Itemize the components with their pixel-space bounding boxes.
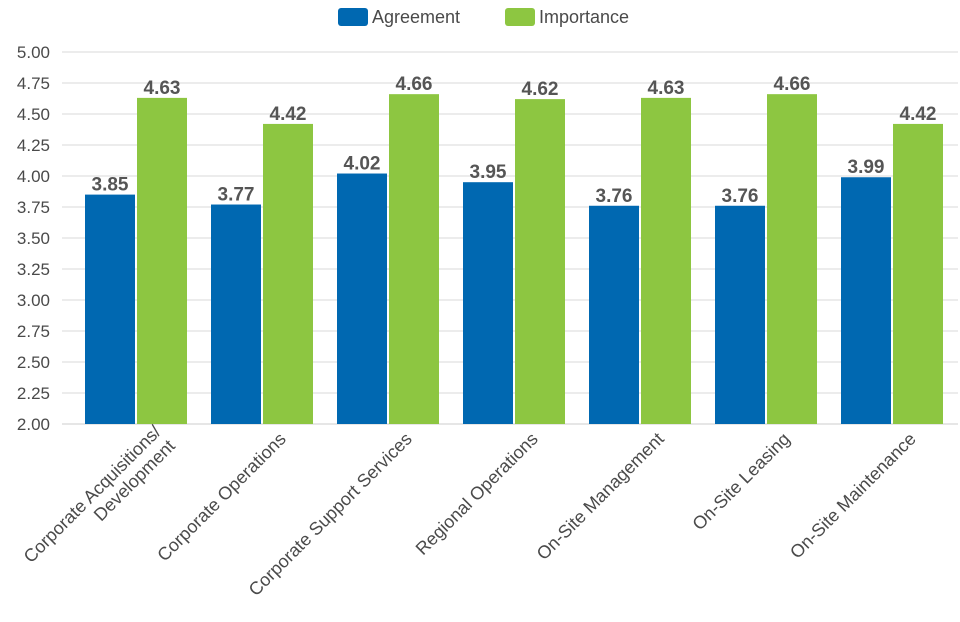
legend-swatch-agreement [338, 8, 368, 26]
y-tick-label: 5.00 [17, 43, 50, 62]
x-category-label-line: Regional Operations [412, 429, 542, 559]
data-label: 3.95 [470, 162, 507, 183]
y-tick-label: 3.00 [17, 291, 50, 310]
legend-label-importance: Importance [539, 7, 629, 27]
x-category-label-line: On-Site Leasing [688, 429, 793, 534]
x-category-label: On-Site Management [533, 429, 668, 564]
data-label: 4.02 [344, 154, 381, 175]
y-tick-label: 4.50 [17, 105, 50, 124]
legend-label-agreement: Agreement [372, 7, 460, 27]
bar-importance-1 [263, 123, 313, 425]
bar-importance-4 [641, 97, 691, 424]
bars [85, 94, 943, 425]
data-label: 3.76 [596, 186, 633, 207]
y-tick-label: 2.50 [17, 353, 50, 372]
data-label: 4.66 [774, 74, 811, 95]
data-label: 4.62 [522, 79, 559, 100]
data-labels: 3.85 4.63 3.77 4.42 4.02 4.66 3.95 4.62 3.76 4.63… [92, 74, 937, 207]
bar-agreement-3 [463, 182, 513, 424]
bar-agreement-6 [841, 177, 891, 424]
y-tick-label: 2.75 [17, 322, 50, 341]
y-tick-label: 2.25 [17, 384, 50, 403]
y-tick-label: 2.00 [17, 415, 50, 434]
data-label: 4.63 [648, 78, 685, 99]
bar-agreement-5 [715, 205, 765, 424]
y-tick-label: 4.00 [17, 167, 50, 186]
data-label: 4.66 [396, 74, 433, 95]
legend: Agreement Importance [338, 7, 629, 27]
bar-agreement-1 [211, 204, 261, 424]
x-category-label: On-Site Maintenance [786, 429, 920, 563]
bar-importance-2 [389, 94, 439, 424]
data-label: 4.42 [270, 104, 307, 125]
x-category-label-line: Corporate Acquisitions/ [20, 422, 165, 567]
x-category-label: Corporate Acquisitions/Development [20, 422, 179, 581]
data-label: 3.77 [218, 185, 255, 206]
data-label: 3.76 [722, 186, 759, 207]
x-axis-labels: Corporate Acquisitions/DevelopmentCorpor… [20, 422, 920, 600]
bar-importance-6 [893, 123, 943, 425]
bar-agreement-4 [589, 205, 639, 424]
bar-importance-0 [137, 97, 187, 424]
y-tick-label: 4.75 [17, 74, 50, 93]
x-category-label: Regional Operations [412, 429, 542, 559]
data-label: 4.63 [144, 78, 181, 99]
x-category-label-line: On-Site Maintenance [786, 429, 920, 563]
y-tick-label: 4.25 [17, 136, 50, 155]
bar-importance-3 [515, 99, 565, 425]
x-category-label-line: On-Site Management [533, 429, 668, 564]
y-axis-ticks: 2.00 2.25 2.50 2.75 3.00 3.25 3.50 3.75 4.00 4.25… [17, 43, 50, 434]
bar-agreement-0 [85, 194, 135, 424]
y-tick-label: 3.50 [17, 229, 50, 248]
data-label: 3.85 [92, 175, 129, 196]
bar-importance-5 [767, 94, 817, 424]
y-tick-label: 3.25 [17, 260, 50, 279]
legend-swatch-importance [505, 8, 535, 26]
data-label: 4.42 [900, 104, 937, 125]
bar-agreement-2 [337, 173, 387, 424]
y-tick-label: 3.75 [17, 198, 50, 217]
data-label: 3.99 [848, 157, 885, 178]
x-category-label: On-Site Leasing [688, 429, 793, 534]
